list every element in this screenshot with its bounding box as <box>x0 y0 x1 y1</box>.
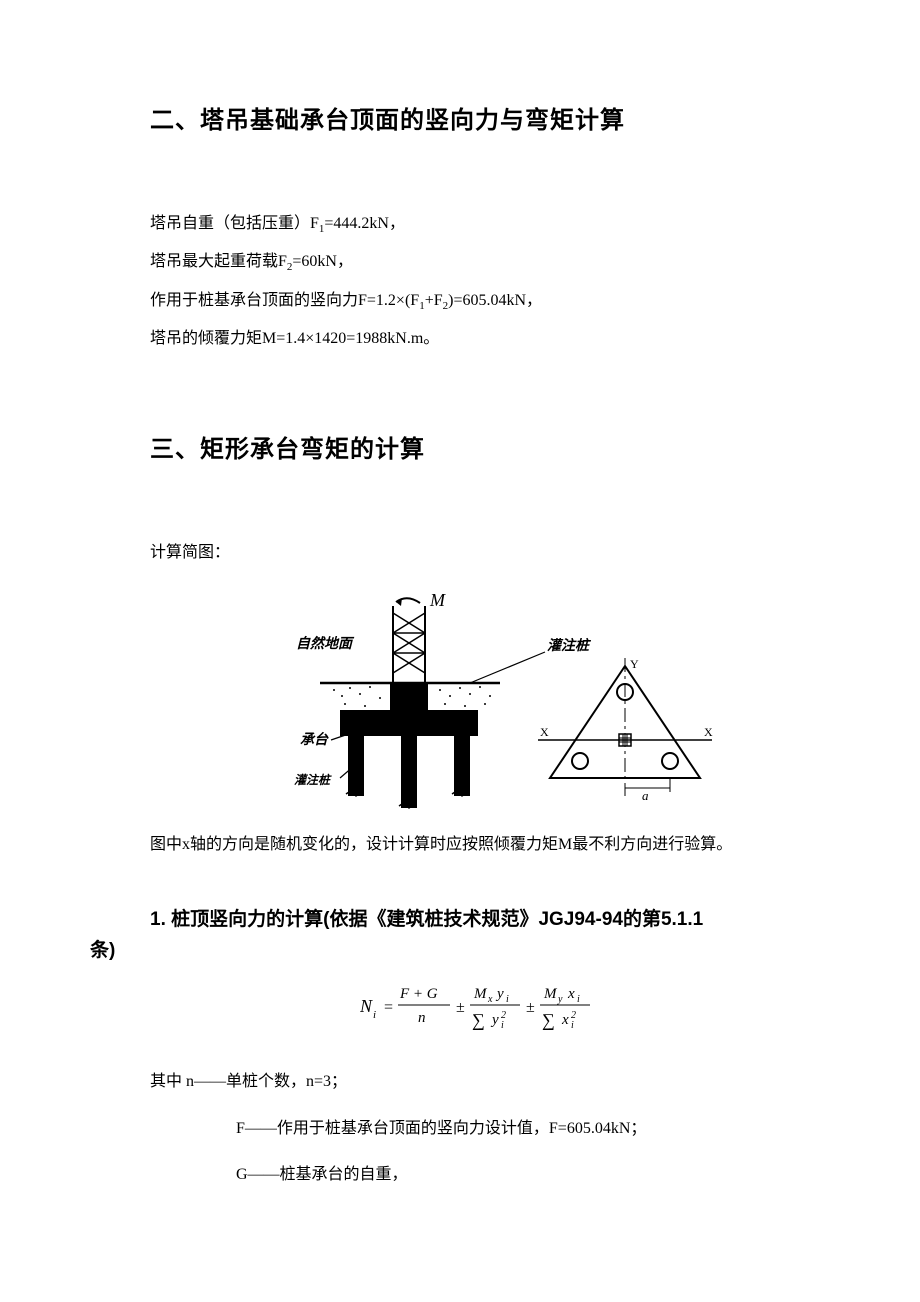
svg-text:y: y <box>495 986 504 1002</box>
svg-text:N: N <box>360 996 373 1016</box>
svg-text:∑: ∑ <box>542 1010 555 1030</box>
svg-text:M: M <box>473 986 488 1002</box>
ground-label: 自然地面 <box>296 635 355 651</box>
calculation-diagram: M <box>290 588 830 818</box>
svg-text:±: ± <box>526 999 535 1016</box>
text: =60kN， <box>292 253 353 270</box>
svg-text:=: = <box>384 999 393 1016</box>
formula: N i = F + G n ± M x y i ∑ y i 2 ± M <box>150 978 830 1039</box>
s2-line-1: 塔吊自重（包括压重）F1=444.2kN， <box>150 205 830 243</box>
subsection-1-heading-cont: 条) <box>90 935 830 962</box>
text: 作用于桩基承台顶面的竖向力F=1.2×(F <box>150 292 419 309</box>
svg-text:x: x <box>487 994 493 1005</box>
subsection-1-heading: 1. 桩顶竖向力的计算(依据《建筑桩技术规范》JGJ94-94的第5.1.1 <box>150 904 830 931</box>
s2-line-4: 塔吊的倾覆力矩M=1.4×1420=1988kN.m。 <box>150 320 830 358</box>
axis-x-left: X <box>540 725 549 739</box>
dim-a: a <box>642 788 649 803</box>
svg-text:2: 2 <box>501 1010 506 1021</box>
moment-label: M <box>429 590 446 610</box>
svg-text:∑: ∑ <box>472 1010 485 1030</box>
svg-text:y: y <box>490 1012 499 1028</box>
diagram-svg: M <box>290 588 720 818</box>
pile-label-left: 灌注桩 <box>294 773 332 787</box>
svg-text:i: i <box>501 1020 504 1031</box>
svg-text:x: x <box>561 1012 569 1028</box>
svg-text:2: 2 <box>571 1010 576 1021</box>
s2-line-2: 塔吊最大起重荷载F2=60kN， <box>150 243 830 281</box>
def-G: G——桩基承台的自重， <box>150 1152 830 1198</box>
text: =444.2kN， <box>324 215 405 232</box>
svg-text:i: i <box>571 1020 574 1031</box>
svg-text:y: y <box>557 994 563 1005</box>
diagram-caption: 图中x轴的方向是随机变化的，设计计算时应按照倾覆力矩M最不利方向进行验算。 <box>150 826 830 864</box>
section-3-heading: 三、矩形承台弯矩的计算 <box>150 429 830 464</box>
svg-text:n: n <box>418 1010 426 1026</box>
section-2-heading: 二、塔吊基础承台顶面的竖向力与弯矩计算 <box>150 100 830 135</box>
svg-text:F + G: F + G <box>399 986 438 1002</box>
text: +F <box>425 292 443 309</box>
cap-label: 承台 <box>300 731 329 747</box>
def-F: F——作用于桩基承台顶面的竖向力设计值，F=605.04kN； <box>150 1106 830 1152</box>
svg-text:i: i <box>373 1009 376 1021</box>
calc-sketch-label: 计算简图： <box>150 534 830 572</box>
svg-text:±: ± <box>456 999 465 1016</box>
text: 塔吊自重（包括压重）F <box>150 215 319 232</box>
svg-text:i: i <box>506 994 509 1005</box>
text: )=605.04kN， <box>448 292 542 309</box>
text: 1. 桩顶竖向力的计算(依据《建筑桩技术规范》JGJ94-94的第5.1.1 <box>150 909 703 930</box>
def-where: 其中 n——单桩个数，n=3； <box>150 1059 830 1105</box>
svg-text:i: i <box>577 994 580 1005</box>
svg-text:M: M <box>543 986 558 1002</box>
s2-line-3: 作用于桩基承台顶面的竖向力F=1.2×(F1+F2)=605.04kN， <box>150 282 830 320</box>
svg-text:x: x <box>567 986 575 1002</box>
axis-y: Y <box>630 657 639 671</box>
pile-label-right: 灌注桩 <box>547 637 592 653</box>
text: 塔吊最大起重荷载F <box>150 253 287 270</box>
axis-x-right: X <box>704 725 713 739</box>
